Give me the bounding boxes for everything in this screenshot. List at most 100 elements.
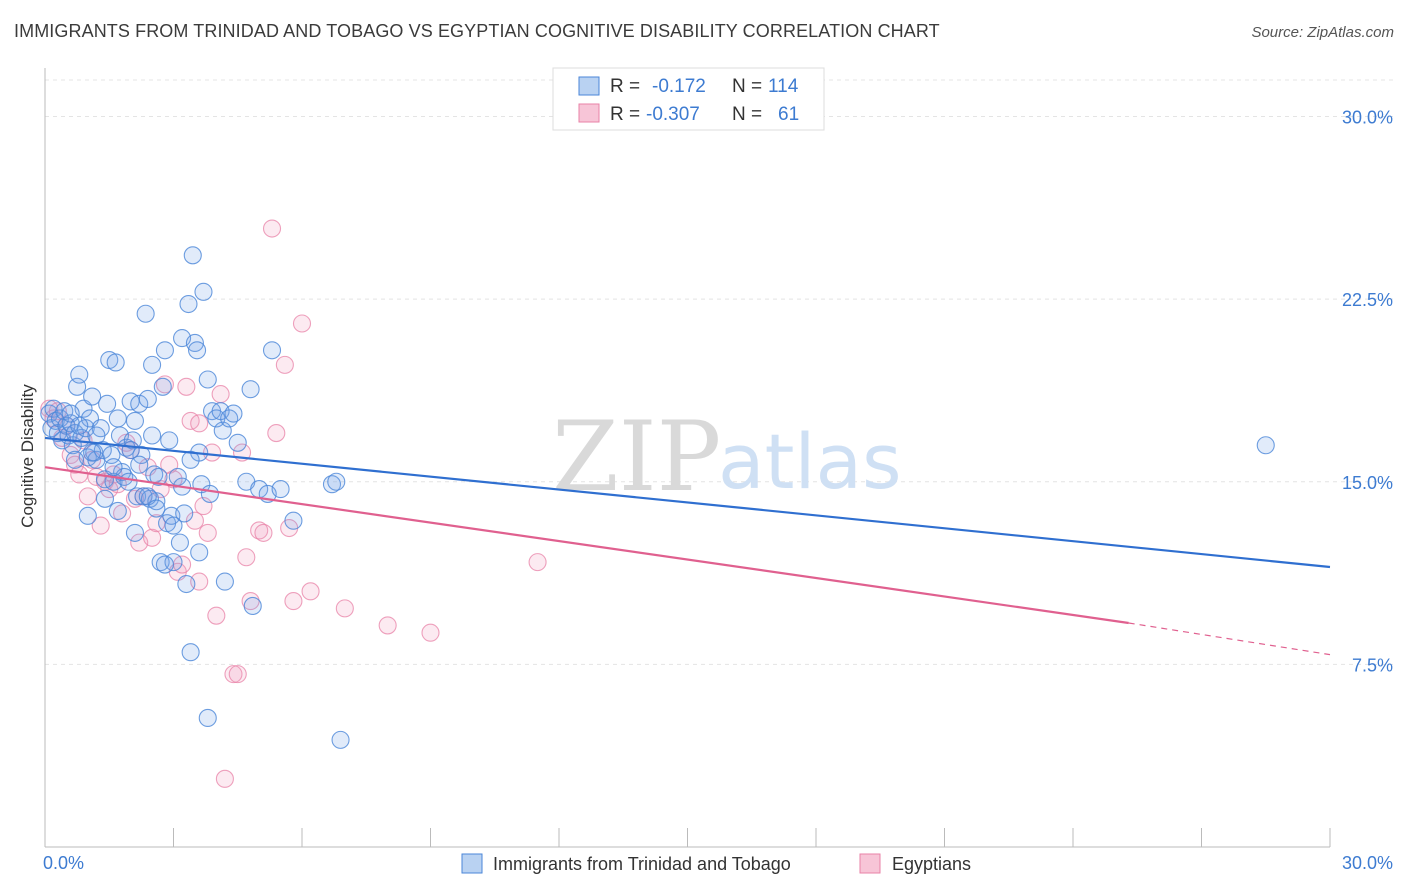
data-point-trinidad bbox=[198, 370, 217, 389]
data-point-egyptians bbox=[267, 424, 286, 443]
data-point-egyptians bbox=[335, 599, 354, 618]
data-point-trinidad bbox=[147, 499, 166, 518]
data-point-trinidad bbox=[153, 377, 172, 396]
y-tick-label: 22.5% bbox=[1342, 290, 1393, 310]
data-point-trinidad bbox=[215, 572, 234, 591]
trend-line-egyptians-extension bbox=[1128, 622, 1331, 656]
data-point-egyptians bbox=[190, 414, 209, 433]
data-point-trinidad bbox=[70, 365, 89, 384]
data-point-trinidad bbox=[164, 516, 183, 535]
legend-pink-swatch bbox=[859, 853, 881, 874]
data-point-egyptians bbox=[91, 516, 110, 535]
data-point-trinidad bbox=[177, 574, 196, 594]
data-point-egyptians bbox=[215, 769, 234, 788]
data-point-trinidad bbox=[78, 506, 97, 525]
data-point-egyptians bbox=[78, 487, 97, 506]
legend-top-r-value-2: -0.307 bbox=[646, 104, 700, 125]
data-point-egyptians bbox=[421, 623, 440, 642]
data-point-trinidad bbox=[241, 380, 260, 399]
data-point-egyptians bbox=[292, 314, 312, 333]
data-point-egyptians bbox=[143, 528, 162, 547]
data-point-egyptians bbox=[262, 219, 282, 238]
data-point-egyptians bbox=[228, 665, 247, 684]
y-tick-label: 30.0% bbox=[1342, 108, 1393, 128]
watermark-atlas: atlas bbox=[718, 417, 902, 506]
data-point-trinidad bbox=[185, 333, 204, 353]
legend-top-r-value-1: -0.172 bbox=[652, 76, 706, 97]
data-point-trinidad bbox=[1256, 436, 1275, 455]
watermark-zip: ZIP bbox=[552, 401, 721, 513]
legend-top-n-label-2: N = bbox=[732, 104, 762, 125]
data-point-egyptians bbox=[185, 511, 204, 530]
legend-pink-label: Egyptians bbox=[892, 854, 971, 874]
legend-bottom: Immigrants from Trinidad and Tobago Egyp… bbox=[461, 853, 971, 874]
legend-top-n-value-1: 114 bbox=[768, 76, 799, 97]
x-tick-label: 0.0% bbox=[43, 853, 84, 873]
x-tick-label: 30.0% bbox=[1342, 853, 1393, 873]
data-point-trinidad bbox=[104, 458, 123, 477]
y-tick-label: 15.0% bbox=[1342, 473, 1393, 493]
data-point-egyptians bbox=[224, 665, 243, 684]
trend-lines bbox=[44, 436, 1331, 656]
series-trinidad-points bbox=[40, 246, 1275, 749]
legend-blue-label: Immigrants from Trinidad and Tobago bbox=[493, 854, 791, 874]
data-point-trinidad bbox=[228, 433, 247, 452]
legend-top-blue-swatch bbox=[578, 76, 600, 96]
data-point-trinidad bbox=[149, 467, 168, 486]
data-point-trinidad bbox=[179, 294, 198, 314]
legend-top-pink-swatch bbox=[578, 103, 600, 123]
axes bbox=[44, 68, 1331, 848]
data-point-trinidad bbox=[125, 523, 144, 542]
y-axis-label: Cognitive Disability bbox=[18, 384, 37, 528]
data-point-trinidad bbox=[155, 555, 174, 574]
data-point-trinidad bbox=[188, 341, 207, 360]
trend-line-egyptians bbox=[44, 466, 1129, 625]
data-point-trinidad bbox=[181, 450, 200, 469]
data-point-egyptians bbox=[207, 606, 226, 625]
data-point-trinidad bbox=[65, 450, 85, 469]
data-point-trinidad bbox=[198, 708, 217, 727]
data-point-trinidad bbox=[108, 501, 127, 521]
data-point-trinidad bbox=[136, 304, 155, 323]
data-point-trinidad bbox=[262, 341, 282, 360]
data-point-egyptians bbox=[275, 355, 294, 374]
source-label: Source: ZipAtlas.com bbox=[1251, 24, 1394, 41]
tick-labels: 7.5% 15.0% 22.5% 30.0% 0.0% 30.0% bbox=[43, 108, 1393, 873]
data-point-egyptians bbox=[284, 592, 303, 611]
legend-top-r-label-2: R = bbox=[610, 104, 640, 125]
data-point-trinidad bbox=[83, 443, 102, 462]
data-point-trinidad bbox=[95, 489, 115, 508]
data-point-trinidad bbox=[181, 643, 200, 662]
data-point-trinidad bbox=[130, 455, 149, 474]
data-point-trinidad bbox=[143, 355, 162, 374]
data-point-egyptians bbox=[198, 523, 217, 542]
chart-title: IMMIGRANTS FROM TRINIDAD AND TOBAGO VS E… bbox=[14, 21, 940, 41]
data-point-trinidad bbox=[143, 426, 162, 445]
data-point-egyptians bbox=[378, 616, 397, 635]
data-point-egyptians bbox=[254, 523, 273, 542]
legend-top-n-label-1: N = bbox=[732, 76, 762, 97]
legend-top-r-label-1: R = bbox=[610, 76, 640, 97]
data-point-trinidad bbox=[106, 353, 125, 372]
data-point-trinidad bbox=[243, 596, 262, 615]
data-point-trinidad bbox=[183, 246, 202, 265]
data-point-egyptians bbox=[211, 385, 230, 404]
data-point-egyptians bbox=[177, 377, 196, 396]
data-point-trinidad bbox=[155, 341, 174, 360]
trend-line-trinidad bbox=[44, 436, 1331, 569]
data-point-trinidad bbox=[138, 389, 157, 409]
legend-blue-swatch bbox=[461, 853, 483, 874]
y-tick-label: 7.5% bbox=[1352, 655, 1393, 675]
data-point-trinidad bbox=[70, 416, 89, 435]
data-point-trinidad bbox=[194, 282, 213, 301]
data-point-trinidad bbox=[130, 394, 149, 413]
data-point-trinidad bbox=[125, 411, 144, 430]
data-point-trinidad bbox=[224, 404, 243, 423]
data-point-trinidad bbox=[200, 484, 219, 503]
data-point-trinidad bbox=[331, 730, 350, 749]
data-point-trinidad bbox=[271, 480, 290, 499]
data-point-trinidad bbox=[284, 511, 303, 530]
legend-top-n-value-2: 61 bbox=[778, 104, 799, 125]
data-point-egyptians bbox=[301, 582, 320, 601]
